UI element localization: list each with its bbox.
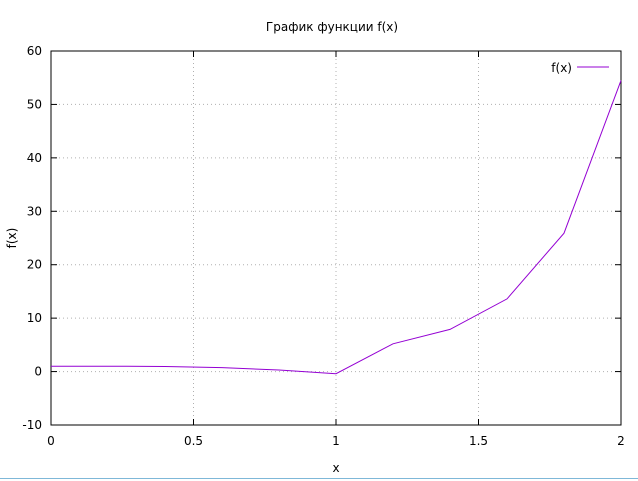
- series-line-f-x: [51, 80, 622, 375]
- x-tick-label: 1.5: [469, 434, 488, 448]
- bottom-border: [0, 478, 638, 479]
- y-tick-label: 10: [27, 311, 42, 325]
- y-tick-label: 60: [27, 44, 42, 58]
- y-tick-label: 50: [27, 97, 42, 111]
- y-tick-label: 30: [27, 204, 42, 218]
- y-tick-labels: -10 0 10 20 30 40 50 60: [22, 44, 42, 432]
- y-tick-label: -10: [22, 418, 42, 432]
- axis-ticks: [50, 50, 622, 426]
- chart-title: График функции f(x): [266, 20, 398, 34]
- y-tick-label: 40: [27, 151, 42, 165]
- y-tick-label: 20: [27, 258, 42, 272]
- y-tick-label: 0: [34, 365, 42, 379]
- x-tick-label: 0.5: [184, 434, 203, 448]
- x-tick-label: 1: [332, 434, 340, 448]
- x-tick-label: 2: [617, 434, 625, 448]
- x-tick-labels: 0 0.5 1 1.5 2: [47, 434, 625, 448]
- x-axis-label: x: [332, 461, 339, 475]
- legend: f(x): [551, 61, 609, 75]
- y-axis-label: f(x): [5, 228, 19, 249]
- grid-lines: [51, 51, 621, 425]
- legend-label-f-x: f(x): [551, 61, 572, 75]
- x-tick-label: 0: [47, 434, 55, 448]
